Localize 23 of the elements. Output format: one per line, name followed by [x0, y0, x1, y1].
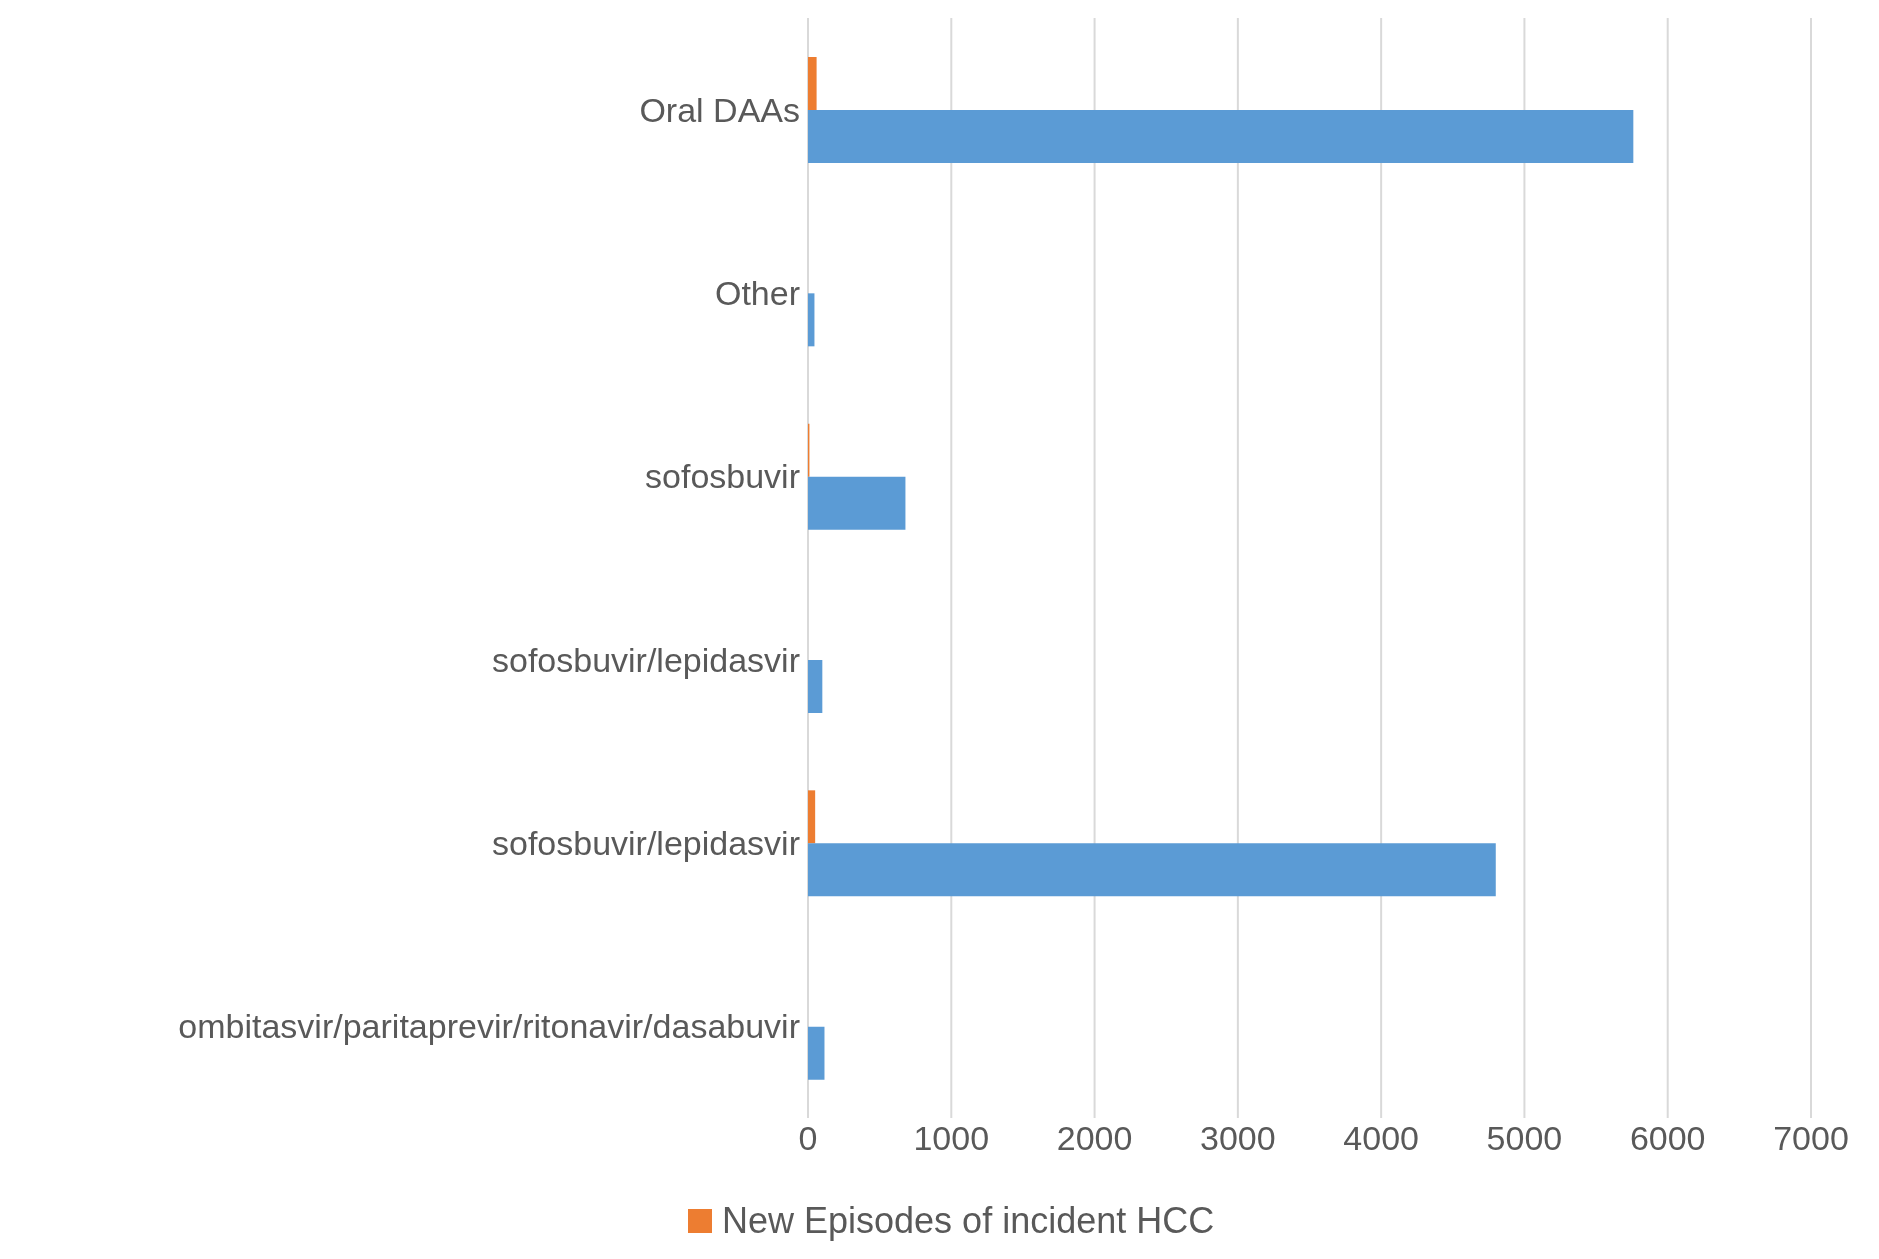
x-tick-label: 2000	[1056, 1119, 1133, 1158]
x-tick-label: 3000	[1200, 1119, 1276, 1158]
x-tick-label: 7000	[1773, 1119, 1849, 1158]
y-tick-label: sofosbuvir/lepidasvir	[491, 824, 800, 863]
bar	[808, 293, 815, 347]
y-tick-label: ombitasvir/paritaprevir/ritonavir/dasabuvir	[178, 1007, 800, 1046]
y-tick-label: sofosbuvir/lepidasvir	[491, 640, 800, 679]
y-tick-label: sofosbuvir	[645, 457, 800, 496]
legend-label: New Episodes of incident HCC	[722, 1200, 1215, 1242]
x-tick-label: 5000	[1486, 1119, 1563, 1158]
y-tick-label: Oral DAAs	[639, 90, 800, 129]
bar	[808, 1026, 825, 1080]
x-tick-label: 0	[798, 1119, 818, 1158]
y-tick-label: Other	[714, 274, 800, 313]
bar	[808, 790, 816, 844]
x-tick-label: 4000	[1343, 1119, 1419, 1158]
bar	[808, 843, 1496, 897]
bar	[808, 476, 906, 530]
x-tick-label: 6000	[1629, 1119, 1706, 1158]
bar	[808, 660, 823, 713]
x-tick-label: 1000	[913, 1119, 990, 1158]
bar	[808, 110, 1634, 163]
bar	[808, 57, 817, 110]
